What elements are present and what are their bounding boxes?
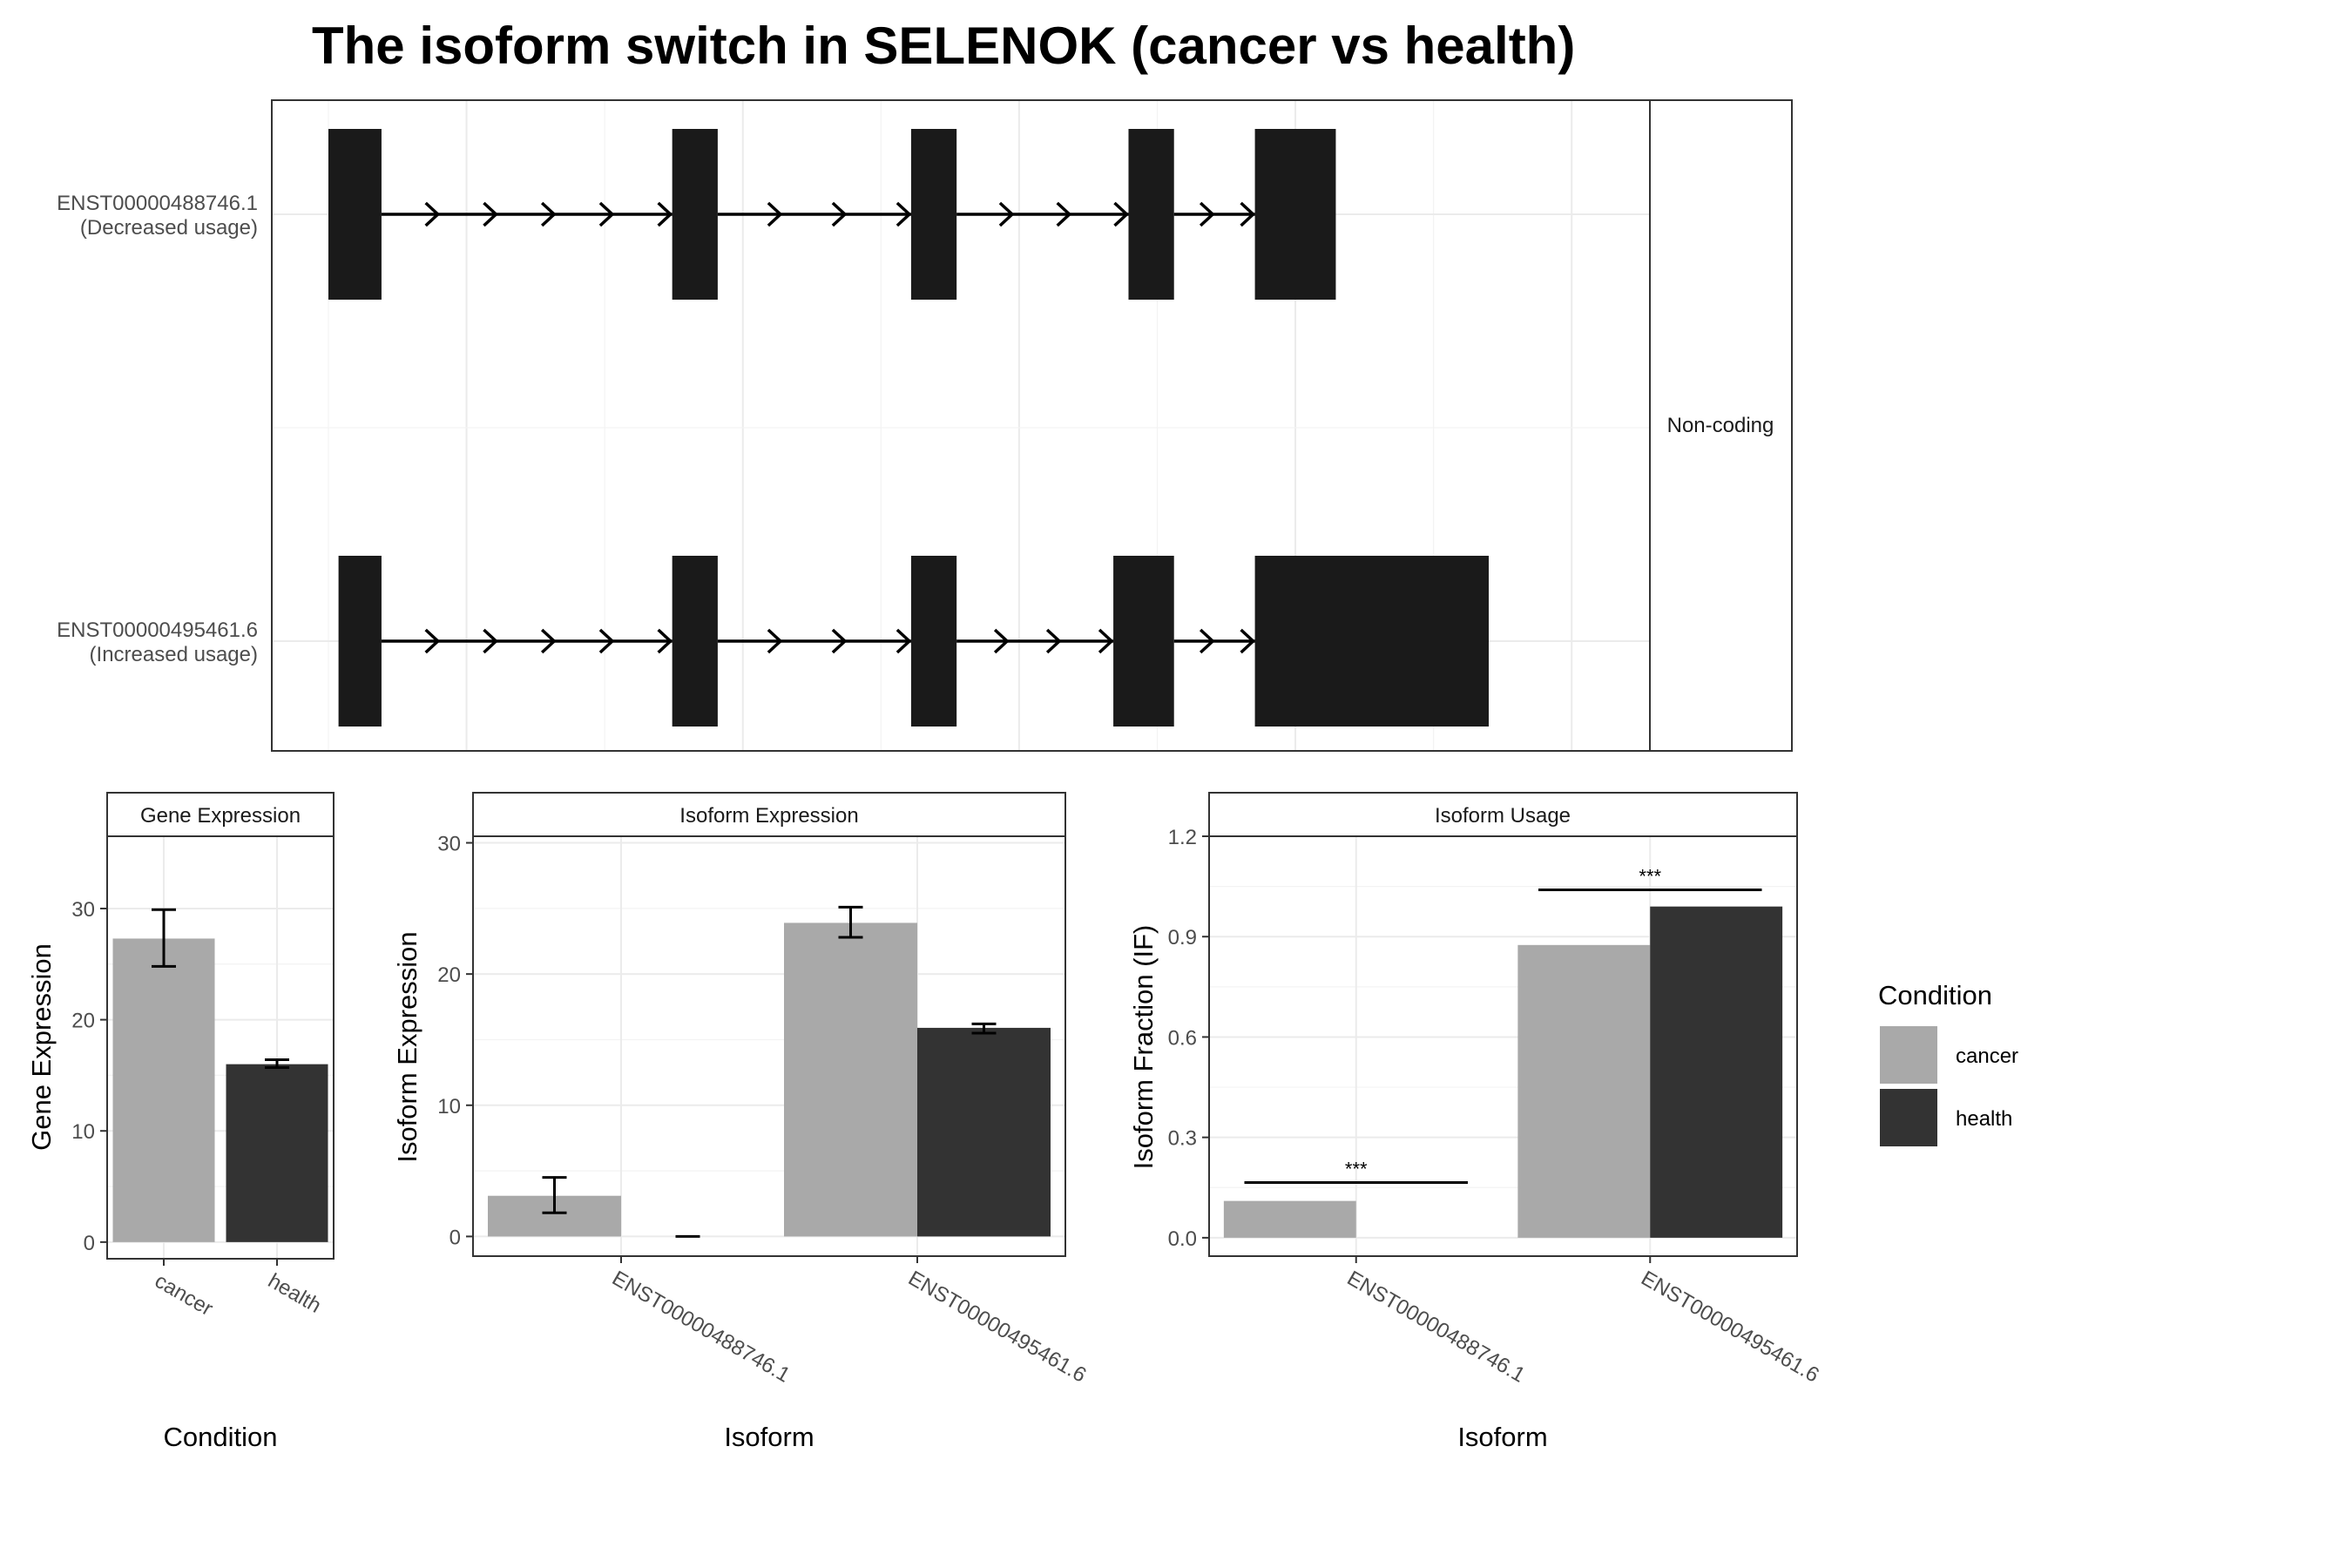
- intron-arrow-1-0-5: [657, 628, 673, 654]
- intron-arrow-1-1-1: [767, 628, 783, 654]
- exon-1-4: [1254, 556, 1490, 727]
- chart-title: The isoform switch in SELENOK (cancer vs…: [312, 17, 1575, 75]
- isoform-usage-strip-label: Isoform Usage: [1435, 804, 1571, 828]
- intron-arrow-1-3-1: [1199, 628, 1215, 654]
- p2-ytick-label-0: 0: [449, 1226, 461, 1249]
- intron-arrow-1-2-3: [1098, 628, 1114, 654]
- p3-ytick-label-2: 0.6: [1168, 1026, 1197, 1050]
- isoform-usage-x-title: Isoform: [1457, 1422, 1547, 1452]
- p3-bar-cancer-1: [1517, 944, 1651, 1238]
- legend-label-cancer: cancer: [1956, 1044, 2018, 1068]
- intron-arrow-0-3-2: [1240, 201, 1256, 227]
- intron-arrow-1-0-1: [424, 628, 441, 654]
- intron-arrow-1-0-4: [598, 628, 615, 654]
- intron-arrow-1-1-3: [896, 628, 912, 654]
- p1-ytick-label-1: 10: [71, 1120, 95, 1144]
- exon-1-3: [1113, 556, 1174, 727]
- p2-ytick-label-1: 10: [437, 1095, 461, 1119]
- intron-arrow-0-1-2: [831, 201, 848, 227]
- p3-xtick-label-0: ENST00000488746.1: [1343, 1267, 1529, 1388]
- noncoding-strip-label: Non-coding: [1667, 414, 1774, 437]
- p1-bar-cancer: [112, 938, 215, 1242]
- p3-sig-label-0: ***: [1345, 1159, 1368, 1180]
- p2-xtick-label-0: ENST00000488746.1: [608, 1267, 794, 1388]
- intron-arrow-0-3-1: [1199, 201, 1215, 227]
- isoform-usage-frame: [1208, 835, 1798, 1257]
- exon-1-2: [910, 556, 957, 727]
- gene-expression-frame: [106, 835, 335, 1260]
- p3-xtick-label-1: ENST00000495461.6: [1637, 1267, 1822, 1388]
- exon-0-1: [672, 129, 718, 300]
- intron-arrow-1-2-2: [1045, 628, 1062, 654]
- intron-arrow-1-2-1: [993, 628, 1010, 654]
- intron-arrow-0-2-2: [1056, 201, 1072, 227]
- legend-key-health: [1880, 1089, 1937, 1146]
- p2-bar-health-1: [917, 1027, 1051, 1237]
- p3-bar-health-1: [1650, 906, 1783, 1238]
- p3-sig-label-1: ***: [1639, 865, 1661, 887]
- p2-bar-cancer-1: [784, 923, 917, 1237]
- structure-panel: ENST00000488746.1(Decreased usage) ENST00…: [57, 99, 1793, 752]
- isoform-expression-marks: [488, 905, 1051, 1238]
- isoform-usage-marks: *** ***: [1223, 865, 1783, 1238]
- intron-arrow-1-3-2: [1240, 628, 1256, 654]
- gene-expression-x-title: Condition: [164, 1422, 278, 1452]
- p3-ytick-label-3: 0.9: [1168, 926, 1197, 950]
- intron-arrow-0-2-3: [1113, 201, 1130, 227]
- p3-ytick-label-1: 0.3: [1168, 1127, 1197, 1151]
- exon-0-0: [328, 129, 382, 300]
- isoform-expression-y-title: Isoform Expression: [392, 931, 422, 1162]
- isoform-expression-strip-label: Isoform Expression: [679, 804, 858, 828]
- gene-expression-strip-label: Gene Expression: [140, 804, 301, 828]
- noncoding-strip: [1649, 99, 1793, 752]
- isoform-expression-x-title: Isoform: [724, 1422, 814, 1452]
- intron-arrow-0-0-3: [540, 201, 557, 227]
- structure-labels: ENST00000488746.1(Decreased usage) ENST00…: [57, 192, 258, 666]
- p1-xtick-label-1: health: [264, 1269, 325, 1318]
- p3-ytick-label-0: 0.0: [1168, 1227, 1197, 1251]
- exon-0-4: [1254, 129, 1336, 300]
- p3-bar-cancer-0: [1223, 1200, 1356, 1238]
- legend-label-health: health: [1956, 1107, 2012, 1131]
- intron-arrow-1-1-2: [831, 628, 848, 654]
- intron-arrow-0-0-1: [424, 201, 441, 227]
- legend-key-cancer: [1880, 1026, 1937, 1084]
- transcript-usage-1: (Increased usage): [90, 643, 258, 666]
- exon-1-1: [672, 556, 718, 727]
- p2-ytick-label-3: 30: [437, 833, 461, 856]
- structure-marks: [328, 129, 1490, 727]
- isoform-expression-panel: Isoform Expression 0 10 20 30 ENST0000048874…: [392, 792, 1090, 1452]
- p1-xtick-label-0: cancer: [151, 1269, 217, 1321]
- intron-arrow-0-0-2: [483, 201, 499, 227]
- gene-expression-y-title: Gene Expression: [26, 943, 57, 1151]
- p2-ytick-label-2: 20: [437, 963, 461, 987]
- intron-arrow-0-2-1: [998, 201, 1015, 227]
- exon-1-0: [338, 556, 382, 727]
- legend-title: Condition: [1878, 980, 1992, 1010]
- intron-arrow-1-0-2: [483, 628, 499, 654]
- transcript-usage-0: (Decreased usage): [80, 216, 258, 240]
- intron-arrow-0-0-5: [657, 201, 673, 227]
- p2-xtick-label-1: ENST00000495461.6: [904, 1267, 1090, 1388]
- intron-arrow-1-0-3: [540, 628, 557, 654]
- intron-arrow-0-1-1: [767, 201, 783, 227]
- exon-0-2: [910, 129, 957, 300]
- p1-ytick-label-3: 30: [71, 898, 95, 922]
- intron-arrow-0-0-4: [598, 201, 615, 227]
- p3-ytick-label-4: 1.2: [1168, 826, 1197, 849]
- gene-expression-panel: Gene Expression 0 10 20 30 cancer health Cond…: [26, 792, 335, 1452]
- exon-0-3: [1128, 129, 1174, 300]
- p1-bar-health: [226, 1064, 328, 1242]
- isoform-usage-y-title: Isoform Fraction (IF): [1128, 925, 1159, 1170]
- transcript-label-1: ENST00000495461.6: [57, 618, 258, 642]
- p1-ytick-label-2: 20: [71, 1010, 95, 1033]
- isoform-expression-frame: [472, 835, 1066, 1257]
- transcript-label-0: ENST00000488746.1: [57, 192, 258, 215]
- intron-arrow-0-1-3: [896, 201, 912, 227]
- p1-ytick-label-0: 0: [84, 1232, 95, 1255]
- legend: Condition cancer health: [1878, 980, 2018, 1146]
- gene-expression-marks: [112, 908, 328, 1242]
- isoform-usage-panel: Isoform Usage *** *** 0.0 0.3 0.6 0.9 1.2 ENST…: [1128, 792, 1823, 1452]
